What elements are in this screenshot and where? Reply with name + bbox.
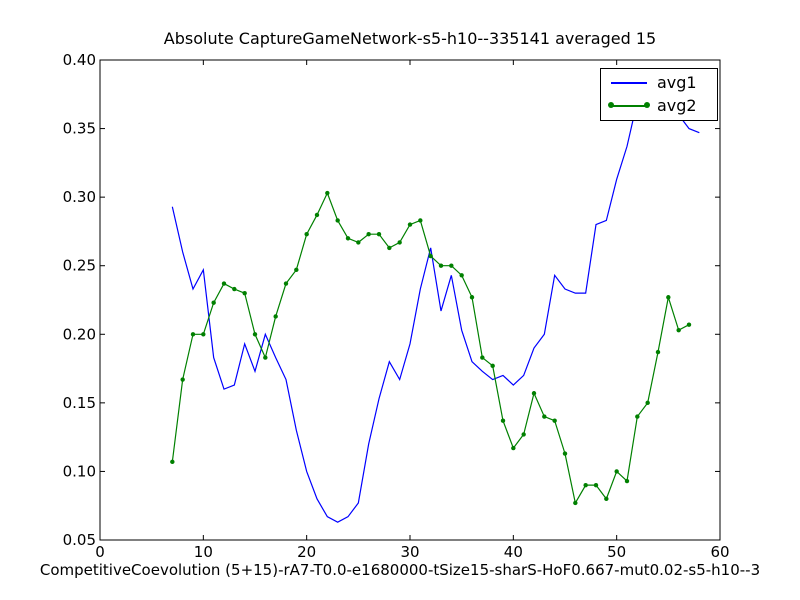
x-axis-label-text: CompetitiveCoevolution (5+15)-rA7-T0.0-e…: [39, 561, 761, 579]
data-point-avg2: [490, 363, 495, 369]
data-point-avg2: [583, 482, 588, 488]
y-tick-label: 0.15: [63, 394, 96, 412]
legend-item-avg1: avg1: [601, 72, 717, 94]
data-point-avg2: [438, 263, 444, 268]
legend-swatch-avg2: [611, 105, 647, 107]
data-point-avg2: [635, 414, 640, 419]
y-tick-label: 0.20: [63, 325, 96, 343]
x-tick-label: 60: [710, 543, 729, 561]
data-point-avg2: [511, 445, 516, 451]
data-point-avg2: [666, 295, 671, 300]
x-tick-label: 10: [194, 543, 213, 561]
x-tick-label: 0: [95, 543, 105, 561]
data-point-avg2: [180, 377, 185, 382]
data-point-avg2: [294, 267, 299, 273]
data-point-avg2: [418, 218, 423, 223]
x-tick-label: 20: [297, 543, 316, 561]
series-line-avg2: [171, 191, 690, 505]
data-point-avg2: [407, 222, 413, 227]
y-tick-label: 0.25: [63, 257, 96, 275]
data-point-avg2: [645, 400, 650, 406]
x-tick-label: 30: [400, 543, 419, 561]
data-point-avg2: [252, 332, 258, 337]
data-point-avg2: [304, 231, 309, 237]
data-point-avg2: [500, 418, 506, 423]
y-tick-label: 0.05: [63, 531, 96, 549]
data-point-avg2: [263, 355, 268, 360]
y-tick-label: 0.30: [63, 188, 96, 206]
data-point-avg2: [387, 245, 392, 251]
data-point-avg2: [542, 414, 547, 419]
data-point-avg2: [449, 263, 454, 268]
data-point-avg2: [552, 418, 557, 423]
legend-marker-avg2-left: [608, 102, 614, 108]
data-point-avg2: [325, 190, 330, 196]
data-point-avg2: [573, 500, 578, 506]
data-point-avg2: [345, 236, 351, 241]
plot-frame: [99, 59, 721, 541]
data-point-avg2: [521, 432, 526, 437]
x-axis-label: CompetitiveCoevolution (5+15)-rA7-T0.0-e…: [0, 561, 800, 579]
y-tick-label: 0.40: [63, 51, 96, 69]
legend-item-avg2: avg2: [601, 95, 717, 117]
axis-ticks: 0 10 20 30 40 50 60 0.05 0.10 0.15 0.20 0.25 0.30 0.3…: [63, 51, 730, 561]
legend: avg1 avg2: [600, 68, 718, 121]
data-point-avg2: [232, 286, 237, 292]
data-point-avg2: [655, 349, 661, 355]
plot-content: [170, 86, 700, 523]
data-point-avg2: [686, 322, 692, 327]
data-point-avg2: [614, 469, 619, 474]
data-point-avg2: [676, 327, 681, 333]
data-point-avg2: [604, 496, 609, 502]
x-tick-label: 50: [607, 543, 626, 561]
data-point-avg2: [562, 451, 568, 456]
y-tick-label: 0.35: [63, 120, 96, 138]
legend-label-avg1: avg1: [657, 73, 697, 92]
data-point-avg2: [459, 273, 464, 278]
data-point-avg2: [314, 212, 320, 218]
data-point-avg2: [211, 300, 216, 305]
x-tick-label: 40: [504, 543, 523, 561]
legend-label-avg2: avg2: [657, 96, 697, 115]
data-point-avg2: [480, 355, 485, 360]
data-point-avg2: [190, 332, 196, 337]
data-point-avg2: [273, 314, 278, 319]
data-point-avg2: [356, 240, 361, 245]
y-tick-label: 0.10: [63, 462, 96, 480]
legend-marker-avg2-right: [644, 102, 650, 108]
data-point-avg2: [593, 482, 599, 488]
data-point-avg2: [201, 332, 206, 337]
chart-title: Absolute CaptureGameNetwork-s5-h10--3351…: [163, 29, 657, 48]
data-point-avg2: [397, 240, 402, 245]
data-point-avg2: [242, 290, 247, 296]
data-point-avg2: [335, 218, 340, 223]
data-point-avg2: [221, 281, 227, 286]
data-point-avg2: [531, 391, 537, 396]
data-point-avg2: [376, 231, 382, 237]
data-point-avg2: [469, 295, 475, 300]
data-point-avg2: [170, 459, 175, 465]
series-line-avg1: [171, 86, 700, 523]
data-point-avg2: [624, 478, 630, 484]
data-point-avg2: [366, 231, 371, 237]
data-point-avg2: [428, 253, 433, 259]
legend-swatch-avg1: [611, 82, 647, 84]
data-point-avg2: [283, 281, 289, 286]
